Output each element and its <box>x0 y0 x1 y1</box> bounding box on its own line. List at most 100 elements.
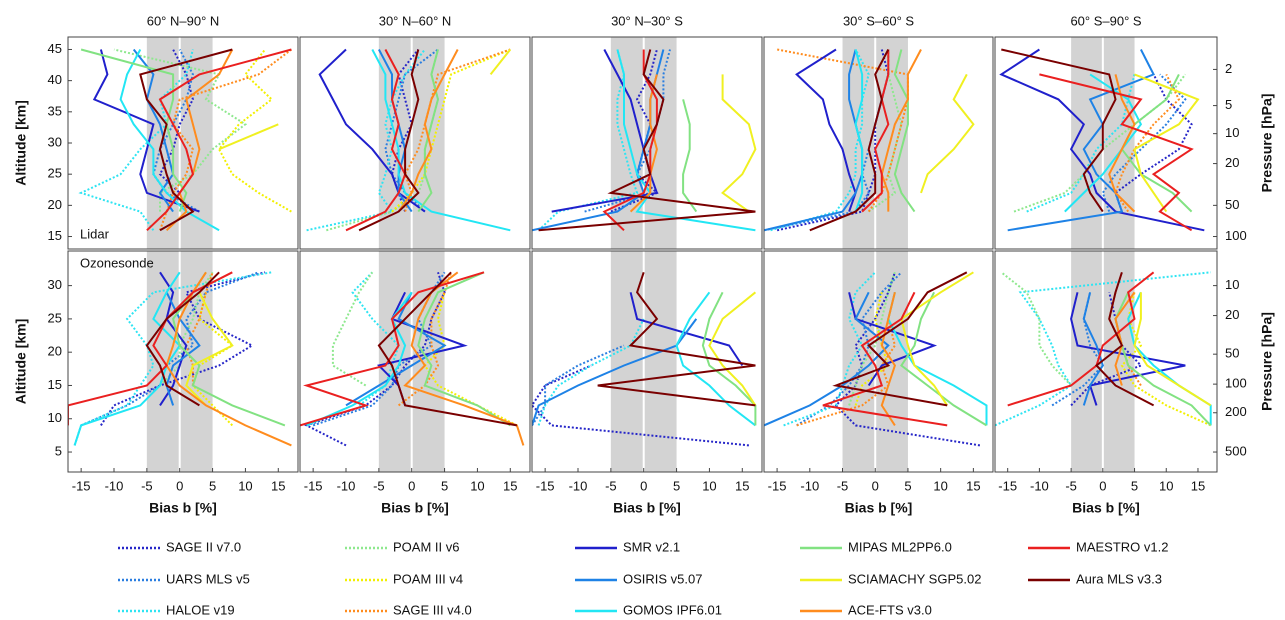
profile-line <box>185 271 214 386</box>
profile-line <box>920 73 975 194</box>
profile-line <box>92 49 200 213</box>
profile-line <box>1007 49 1155 232</box>
y-axis-label: Altitude [km] <box>13 100 29 186</box>
profile-line <box>377 271 518 427</box>
legend-label: SAGE II v7.0 <box>166 539 241 554</box>
profile-line <box>304 271 446 447</box>
profile-line <box>764 49 890 232</box>
profile-line <box>995 271 1211 427</box>
profile-line <box>834 271 981 447</box>
y2-tick-label: 100 <box>1225 376 1247 391</box>
y-tick-label: 20 <box>48 344 62 359</box>
profile-line <box>537 318 645 426</box>
panel-frame <box>994 36 1218 250</box>
profile-line <box>345 49 407 232</box>
y2-tick-label: 5 <box>1225 97 1232 112</box>
profile-line <box>1101 73 1187 212</box>
profile-line <box>1095 271 1155 407</box>
profile-line <box>139 48 233 232</box>
profile-line <box>78 49 194 231</box>
panel-frame <box>994 250 1218 473</box>
profile-line <box>331 271 374 387</box>
profile-line <box>345 291 447 407</box>
profiles <box>532 271 757 447</box>
y-tick-label: 40 <box>48 72 62 87</box>
legend-label: POAM III v4 <box>393 571 463 586</box>
x-tick-label: 0 <box>872 478 879 493</box>
x-tick-label: 0 <box>640 478 647 493</box>
legend-label: GOMOS IPF6.01 <box>623 602 722 617</box>
panel-frame <box>299 36 531 250</box>
profile-line <box>708 291 757 406</box>
profile-line <box>532 364 750 447</box>
x-tick-label: 10 <box>933 478 947 493</box>
profile-line <box>73 271 272 446</box>
panel-title: 60° N–90° N <box>147 13 220 28</box>
x-tick-label: 5 <box>904 478 911 493</box>
y-tick-label: 15 <box>48 228 62 243</box>
profile-line <box>682 99 698 213</box>
profile-line <box>880 292 897 426</box>
x-tick-label: 5 <box>673 478 680 493</box>
x-tick-label: -15 <box>998 478 1017 493</box>
profile-line <box>146 48 292 232</box>
x-tick-label: 15 <box>271 478 285 493</box>
x-tick-label: 15 <box>735 478 749 493</box>
y2-axis-label: Pressure [hPa] <box>1259 312 1275 411</box>
y-tick-label: 30 <box>48 134 62 149</box>
profile-line <box>80 48 188 212</box>
x-tick-label: -15 <box>536 478 555 493</box>
legend-label: OSIRIS v5.07 <box>623 571 702 586</box>
x-tick-label: -15 <box>768 478 787 493</box>
profile-line <box>218 123 279 151</box>
x-axis-label: Bias b [%] <box>845 500 913 516</box>
profile-line <box>300 271 485 427</box>
profile-line <box>145 271 220 407</box>
profile-line <box>1007 271 1155 407</box>
panel-title: 30° N–30° S <box>611 13 683 28</box>
annotation: Ozonesonde <box>80 255 154 270</box>
y-tick-label: 25 <box>48 310 62 325</box>
profile-line <box>1070 292 1143 407</box>
profile-line <box>397 49 459 213</box>
legend-label: HALOE v19 <box>166 602 235 617</box>
profile-line <box>378 49 413 213</box>
legend-label: POAM II v6 <box>393 539 459 554</box>
profile-line <box>1114 73 1181 213</box>
y2-tick-label: 10 <box>1225 277 1239 292</box>
x-tick-label: -10 <box>337 478 356 493</box>
profile-line <box>861 49 890 213</box>
panel-frame <box>531 36 763 250</box>
profile-line <box>900 271 974 406</box>
panel-frame <box>531 250 763 473</box>
panel-title: 30° S–60° S <box>843 13 914 28</box>
profile-line <box>776 49 890 232</box>
y2-tick-label: 500 <box>1225 443 1247 458</box>
profile-line <box>159 271 188 406</box>
profiles <box>532 49 757 232</box>
profile-line <box>675 291 757 427</box>
legend-label: UARS MLS v5 <box>166 571 250 586</box>
y2-tick-label: 100 <box>1225 228 1247 243</box>
x-axis-label: Bias b [%] <box>149 500 217 516</box>
x-tick-label: -10 <box>800 478 819 493</box>
legend-label: SMR v2.1 <box>623 539 680 554</box>
profile-line <box>854 49 864 212</box>
profile-line <box>1039 73 1194 232</box>
legend-label: SCIAMACHY SGP5.02 <box>848 571 981 586</box>
profile-line <box>602 49 658 232</box>
x-tick-label: 5 <box>209 478 216 493</box>
profile-line <box>404 48 511 212</box>
y-tick-label: 25 <box>48 166 62 181</box>
x-tick-label: 0 <box>408 478 415 493</box>
profile-line <box>391 48 511 213</box>
profile-line <box>1133 292 1212 407</box>
panel-title: 30° N–60° N <box>379 13 452 28</box>
profile-line <box>616 49 756 232</box>
profile-line <box>764 291 890 427</box>
x-tick-label: 5 <box>1131 478 1138 493</box>
profiles <box>68 271 292 447</box>
x-tick-label: 10 <box>470 478 484 493</box>
x-tick-label: -5 <box>605 478 617 493</box>
